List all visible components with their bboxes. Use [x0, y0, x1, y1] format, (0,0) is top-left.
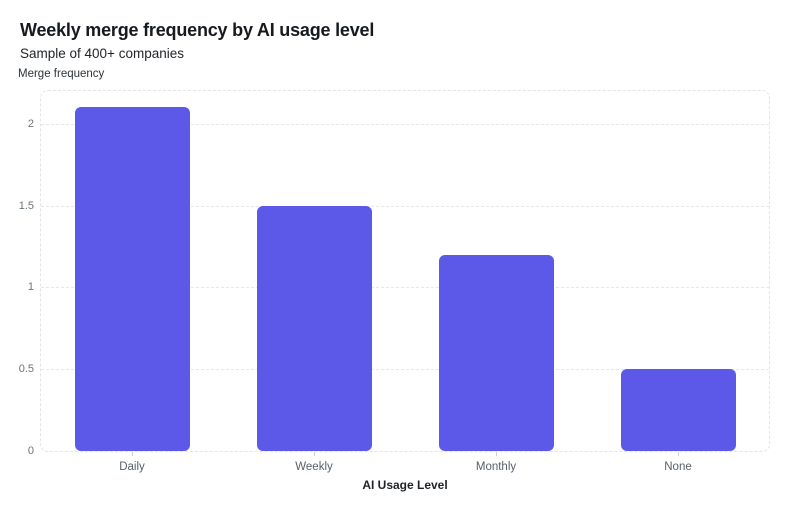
y-tick-label: 2: [27, 117, 34, 130]
x-tick-mark: [496, 452, 497, 456]
chart-title: Weekly merge frequency by AI usage level: [20, 20, 375, 40]
x-category-label: Weekly: [295, 461, 333, 473]
bar-daily: [74, 107, 190, 451]
x-category-label: None: [664, 461, 692, 473]
x-tick-mark: [132, 452, 133, 456]
plot-area: [40, 90, 770, 452]
y-tick-label: 1: [27, 281, 34, 294]
x-axis-title: AI Usage Level: [362, 478, 448, 492]
bar-weekly: [256, 205, 372, 451]
y-axis-title: Merge frequency: [18, 68, 105, 80]
bar-monthly: [438, 254, 554, 451]
x-category-label: Daily: [119, 461, 145, 473]
x-tick-mark: [678, 452, 679, 456]
grid-line: [41, 287, 769, 289]
grid-line: [41, 205, 769, 207]
chart-subtitle: Sample of 400+ companies: [20, 46, 184, 61]
bar-none: [620, 369, 736, 451]
x-category-label: Monthly: [475, 461, 517, 473]
y-tick-label: 0.5: [18, 363, 34, 376]
grid-line: [41, 369, 769, 371]
y-tick-label: 0: [27, 445, 34, 457]
x-tick-mark: [314, 452, 315, 456]
y-tick-label: 1.5: [18, 199, 34, 212]
grid-line: [41, 123, 769, 125]
